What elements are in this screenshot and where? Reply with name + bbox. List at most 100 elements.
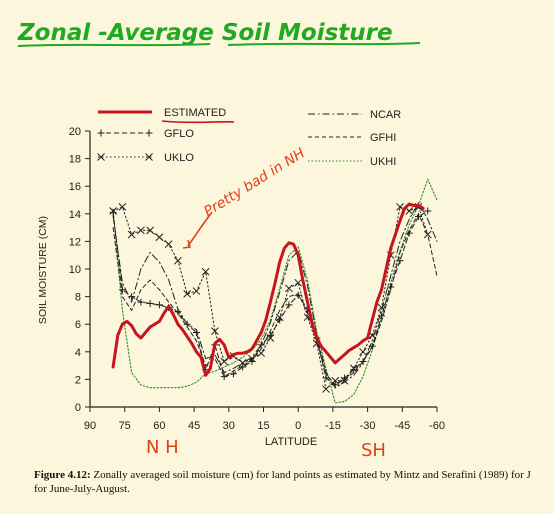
point-gflo-marker (137, 298, 145, 306)
y-tick-label: 10 (69, 264, 81, 276)
x-tick-label: 90 (84, 420, 96, 432)
legend-underline (161, 120, 235, 124)
y-tick-label: 2 (75, 374, 81, 386)
point-gflo-marker (128, 293, 136, 301)
legend-item-ukhi: UKHI (308, 156, 396, 168)
legend-label: NCAR (370, 109, 401, 121)
x-tick-label: -30 (360, 420, 376, 432)
point-gflo-marker (331, 381, 339, 389)
y-tick-label: 14 (69, 209, 81, 221)
y-tick-label: 4 (75, 347, 81, 359)
sh-label: SH (361, 440, 386, 461)
x-tick-label: 45 (188, 420, 200, 432)
point-uklo-marker (146, 226, 155, 235)
point-gflo-marker (387, 283, 395, 291)
point-uklo-marker (322, 385, 330, 393)
y-axis-label: SOIL MOISTURE (CM) (37, 216, 49, 324)
series-line-uklo (112, 206, 429, 390)
y-tick-label: 12 (69, 236, 81, 248)
caption-line1: Zonally averaged soil moisture (cm) for … (93, 469, 531, 481)
point-gflo-marker (368, 342, 376, 350)
series-ncar (112, 202, 438, 389)
legend-label: UKHI (370, 156, 396, 168)
x-axis-label: LATITUDE (265, 436, 317, 448)
chart-title: Zonal -Average Soil Moisture (17, 20, 393, 46)
point-gflo-marker (377, 312, 385, 320)
point-gflo-marker (109, 208, 117, 216)
point-uklo-marker (155, 233, 164, 242)
x-tick-label: 15 (257, 420, 269, 432)
point-gflo-marker (118, 286, 126, 294)
series-estimated (111, 202, 425, 377)
point-uklo-marker (174, 256, 182, 265)
title-underline (17, 43, 211, 47)
legend-item-gfhi: GFHI (308, 132, 396, 144)
point-gflo-marker (350, 366, 358, 374)
point-uklo-marker (220, 357, 229, 366)
point-uklo-marker (183, 289, 192, 298)
legend-marker (145, 153, 153, 161)
point-gflo-marker (340, 374, 348, 382)
point-gflo-marker (155, 301, 163, 309)
point-gflo-marker (248, 357, 256, 365)
legend-label: GFHI (370, 132, 396, 144)
point-gflo-marker (276, 316, 284, 324)
legend-marker (145, 129, 153, 137)
legend-label: ESTIMATED (164, 107, 226, 119)
note-arrowhead (182, 239, 192, 249)
point-gflo-marker (192, 328, 200, 336)
legend-item-ncar: NCAR (308, 109, 401, 121)
point-gflo-marker (396, 257, 404, 265)
point-gflo-marker (183, 320, 191, 328)
legend-item-estimated: ESTIMATED (98, 107, 235, 124)
point-uklo-marker (137, 226, 145, 235)
point-uklo-marker (211, 327, 219, 335)
legend-marker (97, 153, 105, 161)
y-tick-label: 0 (75, 402, 81, 414)
point-uklo-marker (285, 284, 293, 293)
legend-item-gflo: GFLO (97, 128, 194, 140)
point-gflo-marker (359, 357, 367, 365)
series-line-gfhi (112, 213, 438, 386)
x-tick-label: -45 (394, 420, 410, 432)
x-tick-label: 60 (153, 420, 165, 432)
point-gflo-marker (257, 341, 265, 349)
series-gfhi (112, 213, 438, 386)
nh-label: N H (146, 437, 179, 458)
y-tick-label: 20 (69, 126, 81, 138)
point-gflo-marker (174, 308, 182, 316)
point-uklo-marker (294, 278, 303, 287)
point-uklo-marker (396, 203, 404, 211)
point-uklo-marker (405, 207, 414, 215)
title-underline-2 (227, 42, 421, 46)
x-tick-label: -15 (325, 420, 341, 432)
legend-marker (97, 129, 105, 137)
point-gflo-marker (229, 370, 237, 378)
point-gflo-marker (146, 300, 154, 307)
series-line-ncar (112, 202, 438, 389)
point-gflo-marker (294, 291, 302, 299)
figure-caption: Figure 4.12: Zonally averaged soil moist… (34, 468, 554, 496)
series-line-ukhi (112, 178, 438, 404)
y-tick-label: 16 (69, 181, 81, 193)
caption-label: Figure 4.12: (34, 469, 91, 481)
x-tick-label: 30 (223, 420, 235, 432)
note-annotation: Pretty bad in NH (201, 145, 308, 220)
point-uklo-marker (201, 267, 210, 276)
legend-label: UKLO (164, 152, 194, 164)
x-tick-label: -60 (429, 420, 445, 432)
y-tick-label: 6 (75, 319, 81, 331)
legend-item-uklo: UKLO (97, 152, 194, 164)
point-gflo-marker (239, 363, 247, 371)
point-uklo-marker (359, 347, 367, 356)
y-tick-label: 18 (69, 154, 81, 166)
series-line-estimated (111, 202, 425, 377)
point-gflo-marker (424, 207, 432, 215)
point-uklo-marker (192, 287, 201, 295)
x-tick-label: 0 (295, 420, 301, 432)
y-tick-label: 8 (75, 292, 81, 304)
note-arrow (187, 211, 213, 247)
point-uklo-marker (127, 230, 136, 239)
point-gflo-marker (405, 229, 413, 237)
